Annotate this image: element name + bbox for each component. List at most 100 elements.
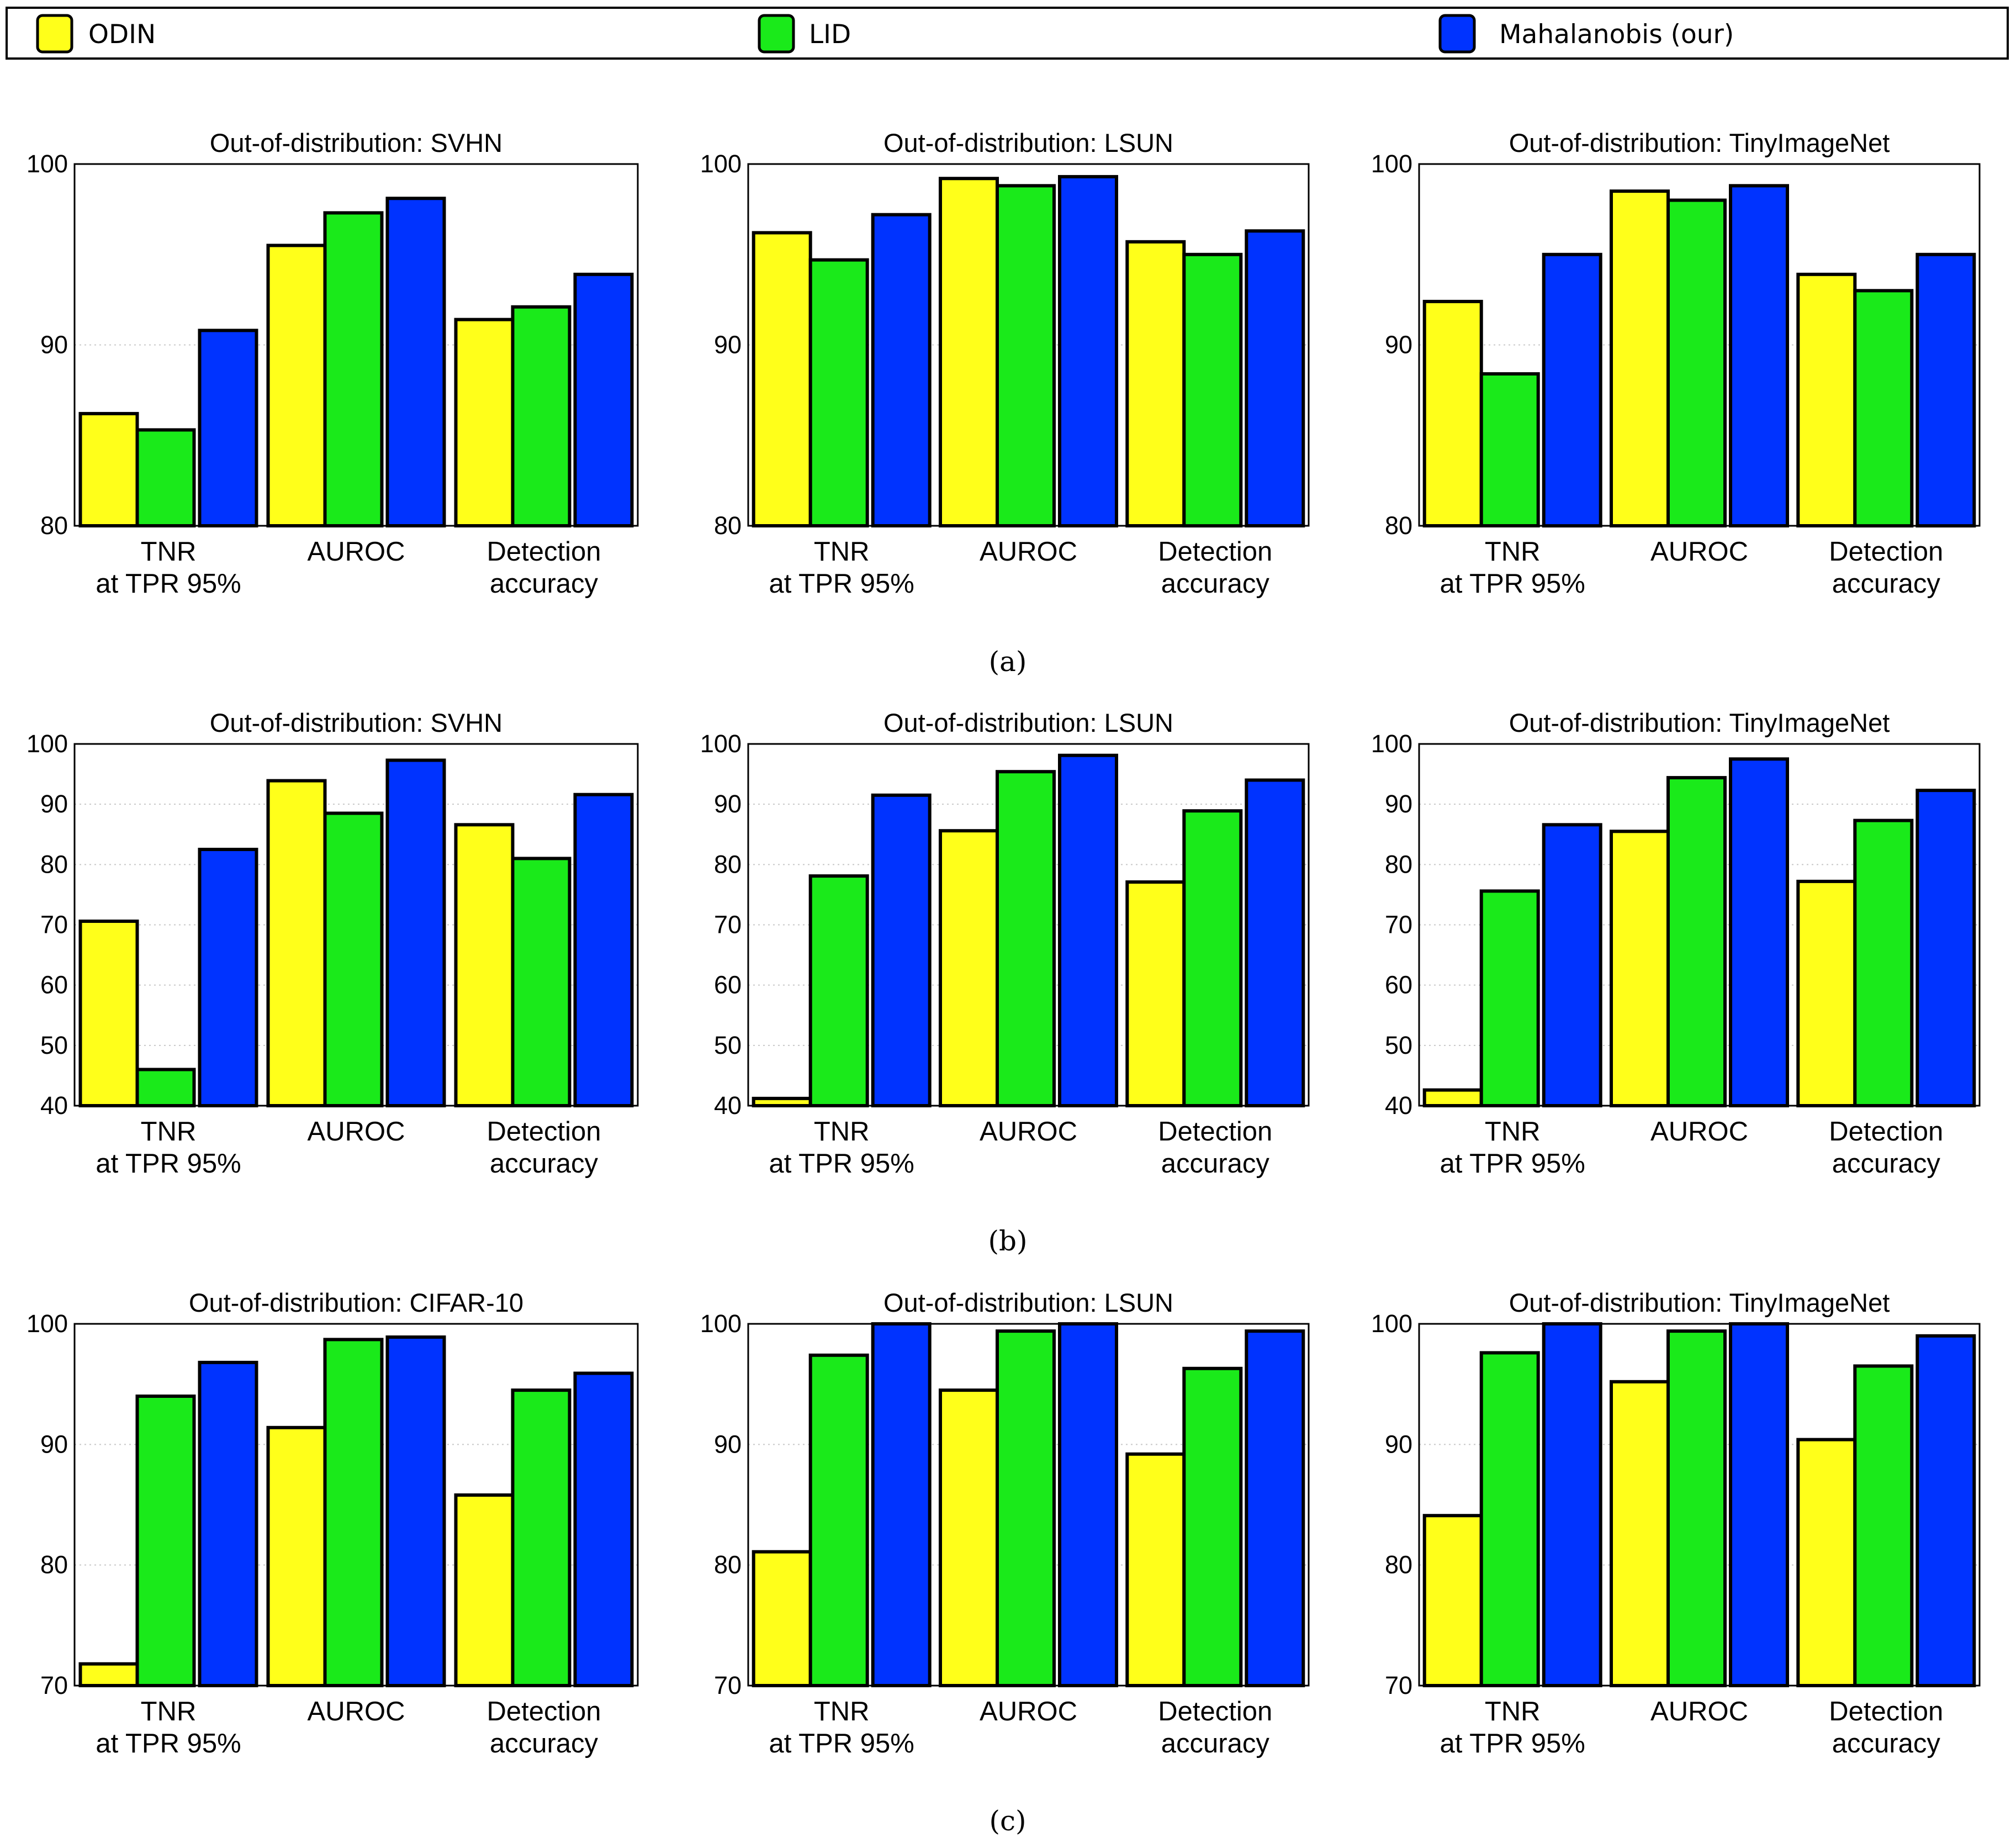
bar-odin-tnr	[752, 1096, 812, 1108]
bar-lid-detection	[1853, 1364, 1914, 1687]
y-tick-label: 40	[714, 1091, 742, 1119]
bar-lid-tnr	[808, 1353, 869, 1688]
bar-mahalanobis-auroc	[1058, 1322, 1118, 1687]
y-tick-label: 100	[1371, 150, 1412, 178]
bar-odin-tnr	[78, 411, 139, 528]
y-tick-label: 90	[1385, 790, 1412, 818]
bar-mahalanobis-tnr	[1542, 252, 1602, 528]
chart-title: Out-of-distribution: TinyImageNet	[1509, 1288, 1890, 1317]
bar-lid-auroc	[996, 1329, 1056, 1688]
x-tick-label: Detection	[1158, 537, 1272, 567]
y-tick-label: 80	[40, 511, 68, 540]
bar-mahalanobis-auroc	[1729, 1322, 1789, 1687]
bar-mahalanobis-tnr	[1542, 823, 1602, 1108]
chart-title: Out-of-distribution: LSUN	[883, 708, 1173, 737]
y-tick-label: 90	[40, 331, 68, 359]
bar-lid-tnr	[1479, 372, 1540, 528]
bar-odin-auroc	[266, 779, 327, 1107]
x-tick-label: Detection	[1829, 1697, 1943, 1726]
y-tick-label: 90	[40, 790, 68, 818]
bar-odin-tnr	[1422, 1514, 1483, 1687]
legend-item-lid: LID	[758, 14, 851, 54]
x-tick-label: AUROC	[308, 1697, 405, 1726]
y-tick-label: 90	[714, 790, 742, 818]
bar-lid-auroc	[323, 1338, 384, 1687]
bar-mahalanobis-detection	[1245, 1329, 1305, 1688]
y-tick-label: 80	[40, 1551, 68, 1579]
x-tick-label: at TPR 95%	[1440, 569, 1585, 599]
y-tick-label: 100	[700, 730, 742, 758]
y-tick-label: 100	[700, 150, 742, 178]
y-tick-label: 70	[714, 911, 742, 939]
bar-odin-tnr	[752, 1550, 812, 1687]
bar-odin-auroc	[266, 1425, 327, 1688]
x-tick-label: TNR	[1485, 537, 1541, 567]
bar-lid-detection	[1182, 252, 1243, 528]
chart-panel-7: 70 80 90 100 TNR at TPR 95% AUROC Detection accu…	[27, 1288, 639, 1758]
y-tick-label: 80	[714, 1551, 742, 1579]
bar-mahalanobis-auroc	[1729, 757, 1789, 1108]
y-tick-label: 50	[714, 1031, 742, 1059]
legend-item-odin: ODIN	[36, 14, 156, 54]
bar-odin-tnr	[1422, 1088, 1483, 1107]
x-tick-label: accuracy	[1161, 1729, 1270, 1758]
x-tick-label: TNR	[814, 1697, 870, 1726]
bar-lid-tnr	[808, 874, 869, 1107]
x-tick-label: AUROC	[980, 1117, 1077, 1147]
x-tick-label: accuracy	[490, 1149, 599, 1179]
x-tick-label: TNR	[814, 1117, 870, 1147]
bar-odin-detection	[1125, 240, 1186, 527]
x-tick-label: TNR	[1485, 1697, 1541, 1726]
bar-odin-detection	[454, 823, 515, 1108]
bar-mahalanobis-auroc	[1058, 175, 1118, 527]
chart-title: Out-of-distribution: LSUN	[883, 128, 1173, 157]
legend: ODIN LID Mahalanobis (our)	[6, 7, 2009, 60]
plot-frame	[73, 743, 639, 1107]
x-tick-label: accuracy	[1832, 569, 1941, 599]
y-tick-label: 90	[1385, 1430, 1412, 1458]
bar-odin-detection	[1796, 1438, 1857, 1688]
bar-lid-detection	[511, 1388, 572, 1688]
bar-odin-tnr	[78, 920, 139, 1107]
y-tick-label: 40	[40, 1091, 68, 1119]
legend-label-lid: LID	[809, 19, 851, 50]
plot-frame	[1418, 743, 1981, 1107]
x-tick-label: AUROC	[1650, 1117, 1748, 1147]
bar-lid-auroc	[323, 211, 384, 527]
bar-lid-tnr	[1479, 1351, 1540, 1687]
x-tick-label: at TPR 95%	[769, 1149, 914, 1179]
bar-mahalanobis-auroc	[385, 197, 446, 527]
bar-mahalanobis-auroc	[1058, 753, 1118, 1107]
y-tick-label: 60	[1385, 971, 1412, 999]
x-tick-label: at TPR 95%	[96, 569, 241, 599]
plot-frame	[1418, 163, 1981, 527]
y-tick-label: 100	[27, 1309, 68, 1338]
bar-mahalanobis-detection	[1916, 789, 1976, 1107]
bar-lid-detection	[511, 857, 572, 1108]
bar-lid-auroc	[996, 770, 1056, 1107]
x-tick-label: at TPR 95%	[769, 569, 914, 599]
x-tick-label: accuracy	[1161, 1149, 1270, 1179]
y-tick-label: 40	[1385, 1091, 1412, 1119]
y-tick-label: 80	[1385, 1551, 1412, 1579]
legend-box	[6, 7, 2009, 60]
bar-mahalanobis-auroc	[1729, 184, 1789, 527]
bar-lid-tnr	[135, 1395, 196, 1687]
x-tick-label: AUROC	[308, 537, 405, 567]
bar-odin-auroc	[939, 829, 999, 1107]
bar-mahalanobis-detection	[1245, 778, 1305, 1107]
bar-mahalanobis-detection	[573, 272, 634, 527]
bar-odin-auroc	[1610, 1380, 1670, 1688]
bar-mahalanobis-auroc	[385, 1335, 446, 1687]
bar-odin-detection	[1125, 1452, 1186, 1688]
bar-odin-detection	[1125, 880, 1186, 1107]
y-tick-label: 90	[1385, 331, 1412, 359]
bar-mahalanobis-tnr	[871, 793, 932, 1108]
caption-c: (c)	[989, 1805, 1026, 1837]
chart-panel-9: 70 80 90 100 TNR at TPR 95% AUROC Detection accu…	[1371, 1288, 1981, 1758]
bar-odin-auroc	[939, 177, 999, 527]
